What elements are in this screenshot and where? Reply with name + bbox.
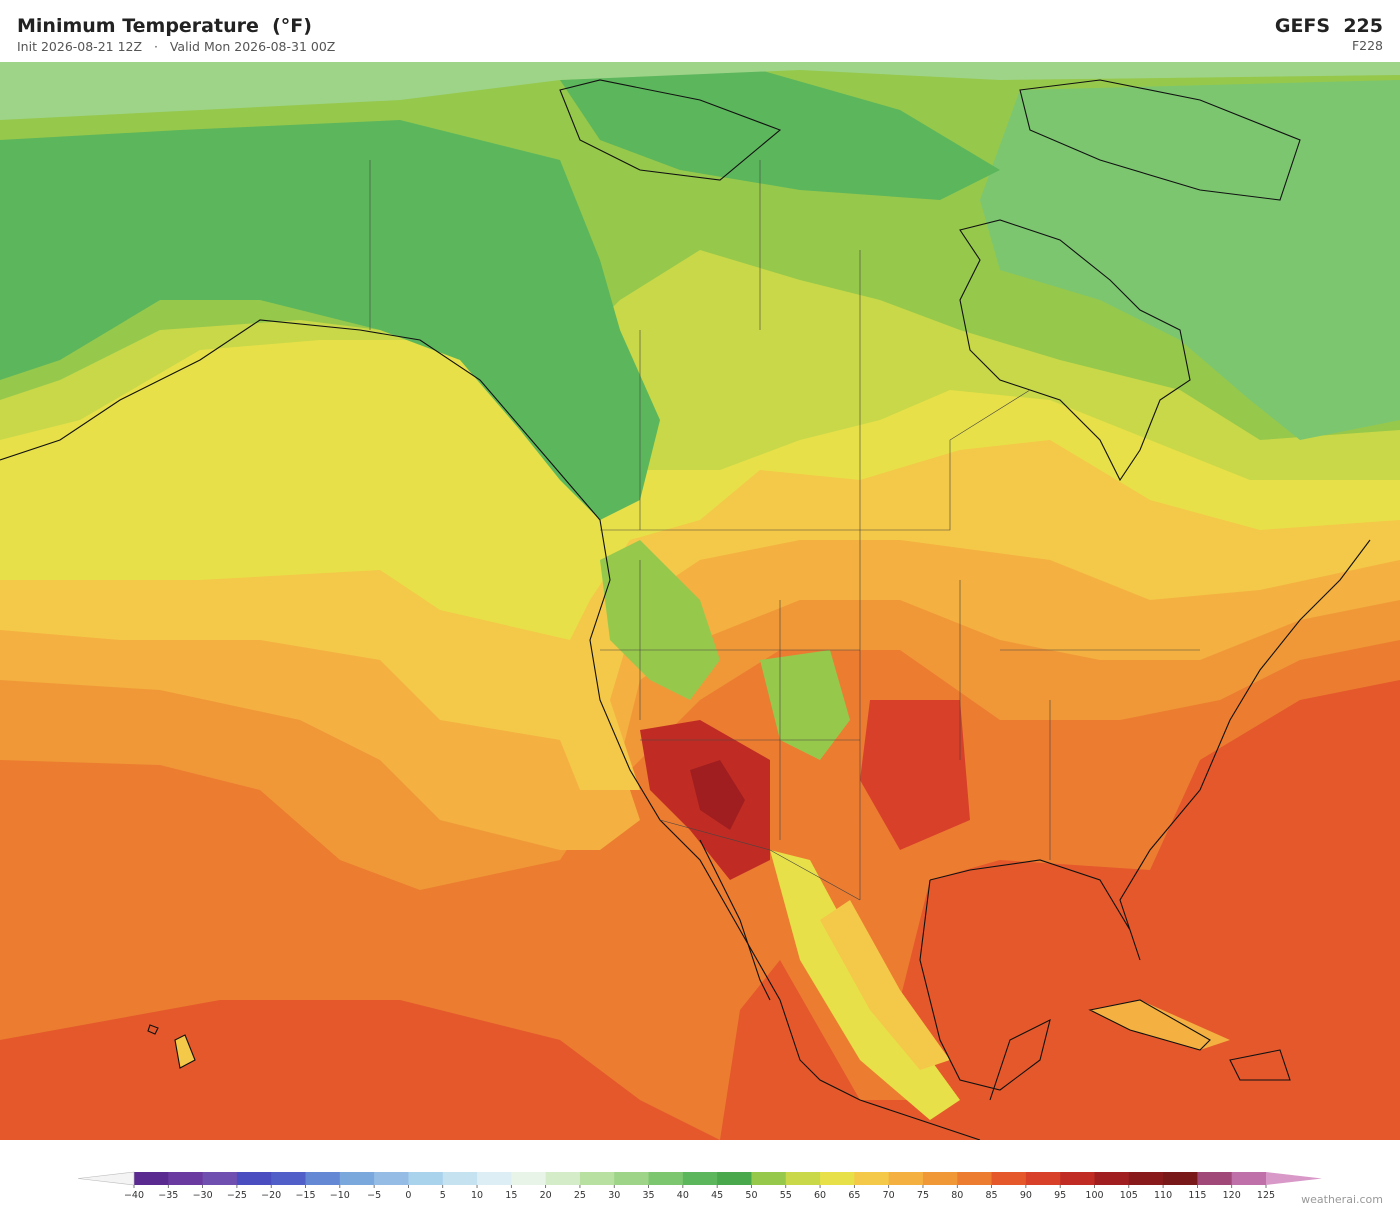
colorbar-tick-label: 115 (1188, 1190, 1206, 1200)
colorbar-swatch (408, 1172, 444, 1185)
colorbar-swatch (922, 1172, 958, 1185)
map-subtitle: Init 2026-08-21 12Z · Valid Mon 2026-08-… (17, 39, 336, 54)
colorbar-tick-label: −5 (367, 1190, 381, 1200)
colorbar-swatch (648, 1172, 684, 1185)
colorbar-swatch (168, 1172, 204, 1185)
colorbar-swatch (236, 1172, 272, 1185)
colorbar-swatch (271, 1172, 307, 1185)
colorbar-tick-label: 120 (1223, 1190, 1241, 1200)
colorbar-tick-label: 25 (574, 1190, 586, 1200)
colorbar-tick-label: 35 (642, 1190, 654, 1200)
colorbar-swatch (1231, 1172, 1267, 1185)
colorbar-tick-label: 125 (1257, 1190, 1275, 1200)
colorbar-over (1266, 1172, 1322, 1185)
colorbar-swatch (374, 1172, 409, 1185)
field-band (860, 700, 970, 850)
colorbar-tick-label: 75 (917, 1190, 929, 1200)
colorbar-swatch (202, 1172, 238, 1185)
colorbar-swatch (442, 1172, 478, 1185)
coastline (919, 879, 1051, 1101)
colorbar-tick-label: −25 (227, 1190, 247, 1200)
colorbar-swatch (957, 1172, 993, 1185)
colorbar-tick-label: 85 (986, 1190, 998, 1200)
colorbar-swatch (1197, 1172, 1233, 1185)
colorbar-tick-label: 55 (780, 1190, 792, 1200)
coastline (559, 79, 1301, 201)
colorbar-swatch (888, 1172, 924, 1185)
colorbar-under (77, 1171, 135, 1186)
colorbar-swatch (579, 1172, 615, 1185)
colorbar-tick-label: 50 (745, 1190, 757, 1200)
colorbar-tick-label: 0 (405, 1190, 411, 1200)
colorbar-tick-label: −10 (330, 1190, 350, 1200)
colorbar-swatch (820, 1172, 855, 1185)
credit: weatherai.com (1301, 1193, 1383, 1206)
field-band (175, 1035, 195, 1068)
colorbar-tick-label: 90 (1020, 1190, 1032, 1200)
colorbar-swatch (511, 1172, 547, 1185)
colorbar-swatch (305, 1172, 341, 1185)
field-band (0, 120, 660, 520)
colorbar-tick-label: 100 (1085, 1190, 1103, 1200)
colorbar-tick-label: 20 (540, 1190, 552, 1200)
coastline (699, 839, 771, 1001)
colorbar-tick-label: 95 (1054, 1190, 1066, 1200)
colorbar-swatch (614, 1172, 650, 1185)
colorbar-swatch (1128, 1172, 1164, 1185)
colorbar-tick-label: 65 (848, 1190, 860, 1200)
model-label: GEFS 225 (1274, 15, 1383, 37)
colorbar-tick-label: 105 (1120, 1190, 1138, 1200)
colorbar-swatch (1163, 1172, 1198, 1185)
colorbar-tick-label: −15 (295, 1190, 315, 1200)
temperature-map (0, 62, 1400, 1140)
field-band (0, 62, 1400, 120)
colorbar-tick-label: −40 (124, 1190, 144, 1200)
colorbar-swatch (991, 1172, 1027, 1185)
field-band (600, 540, 720, 700)
field-band (980, 80, 1400, 440)
colorbar-swatch (477, 1172, 512, 1185)
coastline (929, 539, 1371, 961)
field-band (560, 70, 1000, 200)
colorbar-swatch (854, 1172, 890, 1185)
colorbar-swatch (1025, 1172, 1061, 1185)
coastline (0, 319, 981, 1140)
map-title: Minimum Temperature (°F) (17, 15, 312, 37)
colorbar: −40 −35 −30 −25 −20 −15 −10 −5 0 5 10 15 20 25 30 35 40 4… (77, 1171, 1322, 1200)
colorbar-tick-label: 110 (1154, 1190, 1172, 1200)
colorbar-tick-label: 15 (505, 1190, 517, 1200)
colorbar-tick-label: 10 (471, 1190, 483, 1200)
colorbar-tick-label: 40 (677, 1190, 689, 1200)
colorbar-tick-label: 80 (951, 1190, 963, 1200)
colorbar-tick-label: 30 (608, 1190, 620, 1200)
colorbar-tick-label: −35 (158, 1190, 178, 1200)
field-band (1090, 1000, 1230, 1050)
colorbar-swatch (339, 1172, 375, 1185)
colorbar-swatch (751, 1172, 787, 1185)
colorbar-tick-label: 70 (883, 1190, 895, 1200)
colorbar-swatch (785, 1172, 821, 1185)
colorbar-swatch (682, 1172, 718, 1185)
colorbar-swatch (717, 1172, 752, 1185)
colorbar-swatch (545, 1172, 581, 1185)
colorbar-tick-label: 45 (711, 1190, 723, 1200)
colorbar-tick-label: −20 (261, 1190, 281, 1200)
field-band (690, 760, 745, 830)
field-band (760, 650, 850, 760)
colorbar-tick-label: −30 (193, 1190, 213, 1200)
coastline (959, 219, 1191, 482)
colorbar-swatch (1094, 1172, 1130, 1185)
political-border (369, 160, 1200, 901)
coastline (147, 999, 1291, 1081)
colorbar-tick-label: 5 (440, 1190, 446, 1200)
colorbar-swatch (134, 1172, 169, 1185)
forecast-hour: F228 (1351, 38, 1383, 53)
field-band (820, 900, 950, 1070)
colorbar-swatch (1060, 1172, 1095, 1185)
colorbar-tick-label: 60 (814, 1190, 826, 1200)
